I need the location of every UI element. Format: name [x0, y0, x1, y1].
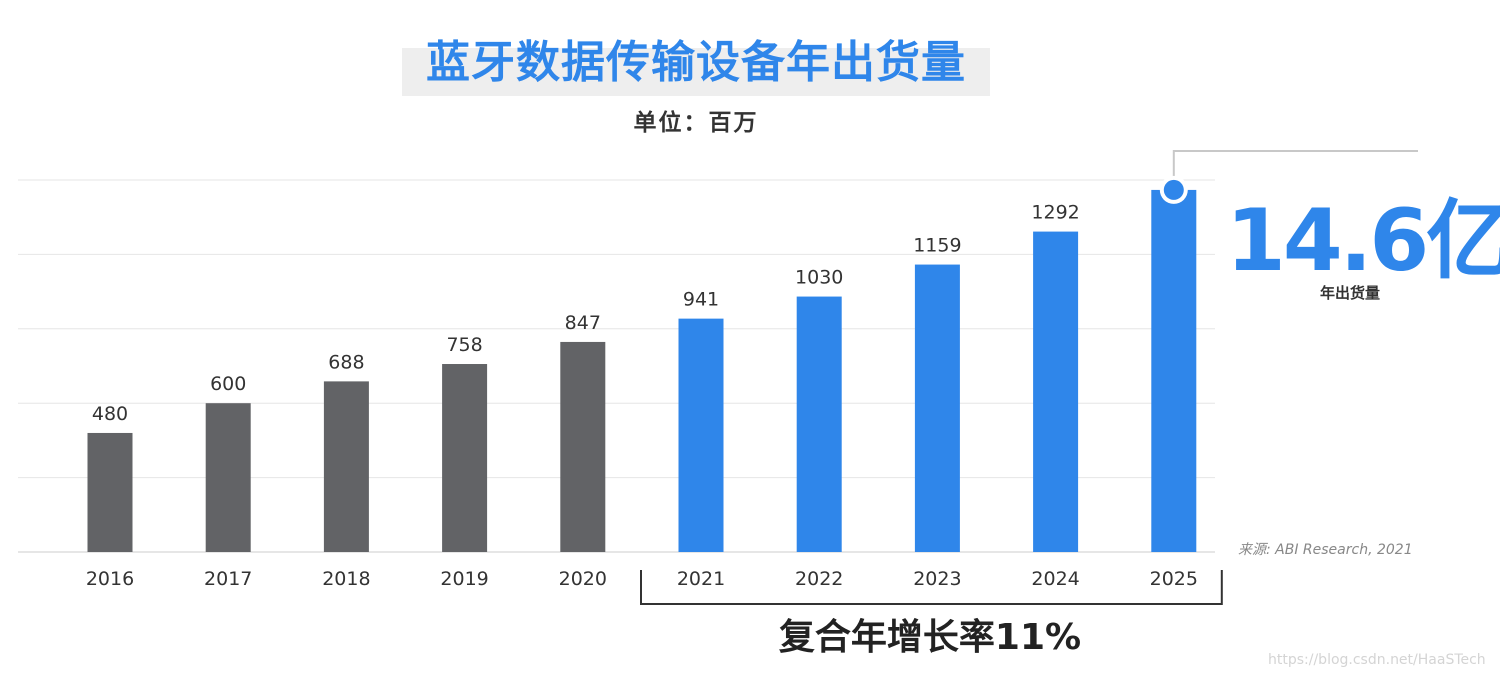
bar-2018	[323, 381, 369, 552]
highlight-label: 年出货量	[1319, 284, 1380, 302]
title-background	[402, 48, 990, 96]
x-tick-label-2019: 2019	[440, 568, 488, 590]
highlight-value: 14.6亿	[1226, 191, 1500, 291]
data-label-2019: 758	[446, 334, 482, 356]
bar-2025	[1151, 189, 1197, 553]
cagr-bracket	[640, 570, 1223, 605]
bar-2017	[205, 403, 251, 552]
bar-2023	[914, 264, 960, 552]
data-label-2018: 688	[328, 351, 364, 373]
bar-2016	[87, 432, 133, 552]
bar-2021	[678, 318, 724, 552]
data-label-2023: 1159	[913, 235, 961, 257]
x-tick-label-2021: 2021	[677, 568, 725, 590]
data-label-2017: 600	[210, 373, 246, 395]
x-tick-label-2017: 2017	[204, 568, 252, 590]
chart-title: 蓝牙数据传输设备年出货量	[426, 37, 966, 88]
x-tick-label-2018: 2018	[322, 568, 370, 590]
data-label-2020: 847	[565, 312, 601, 334]
data-label-2016: 480	[92, 403, 128, 425]
x-tick-label-2024: 2024	[1031, 568, 1079, 590]
bar-2024	[1033, 231, 1079, 553]
leader-line	[1172, 150, 1418, 180]
watermark: https://blog.csdn.net/HaaSTech	[1268, 652, 1486, 668]
source-note: 来源: ABI Research, 2021	[1238, 542, 1413, 558]
x-tick-label-2022: 2022	[795, 568, 843, 590]
x-tick-label-2016: 2016	[86, 568, 134, 590]
bar-2020	[560, 341, 606, 552]
unit-label: 单位：百万	[633, 110, 759, 136]
x-tick-label-2025: 2025	[1150, 568, 1198, 590]
data-label-2022: 1030	[795, 267, 843, 289]
marker-dot	[1163, 179, 1184, 200]
bar-2022	[796, 296, 842, 552]
x-tick-label-2020: 2020	[559, 568, 607, 590]
bar-2019	[442, 364, 488, 552]
data-label-2024: 1292	[1031, 202, 1079, 224]
data-label-2021: 941	[683, 289, 719, 311]
x-tick-label-2023: 2023	[913, 568, 961, 590]
cagr-label: 复合年增长率11%	[778, 617, 1082, 658]
